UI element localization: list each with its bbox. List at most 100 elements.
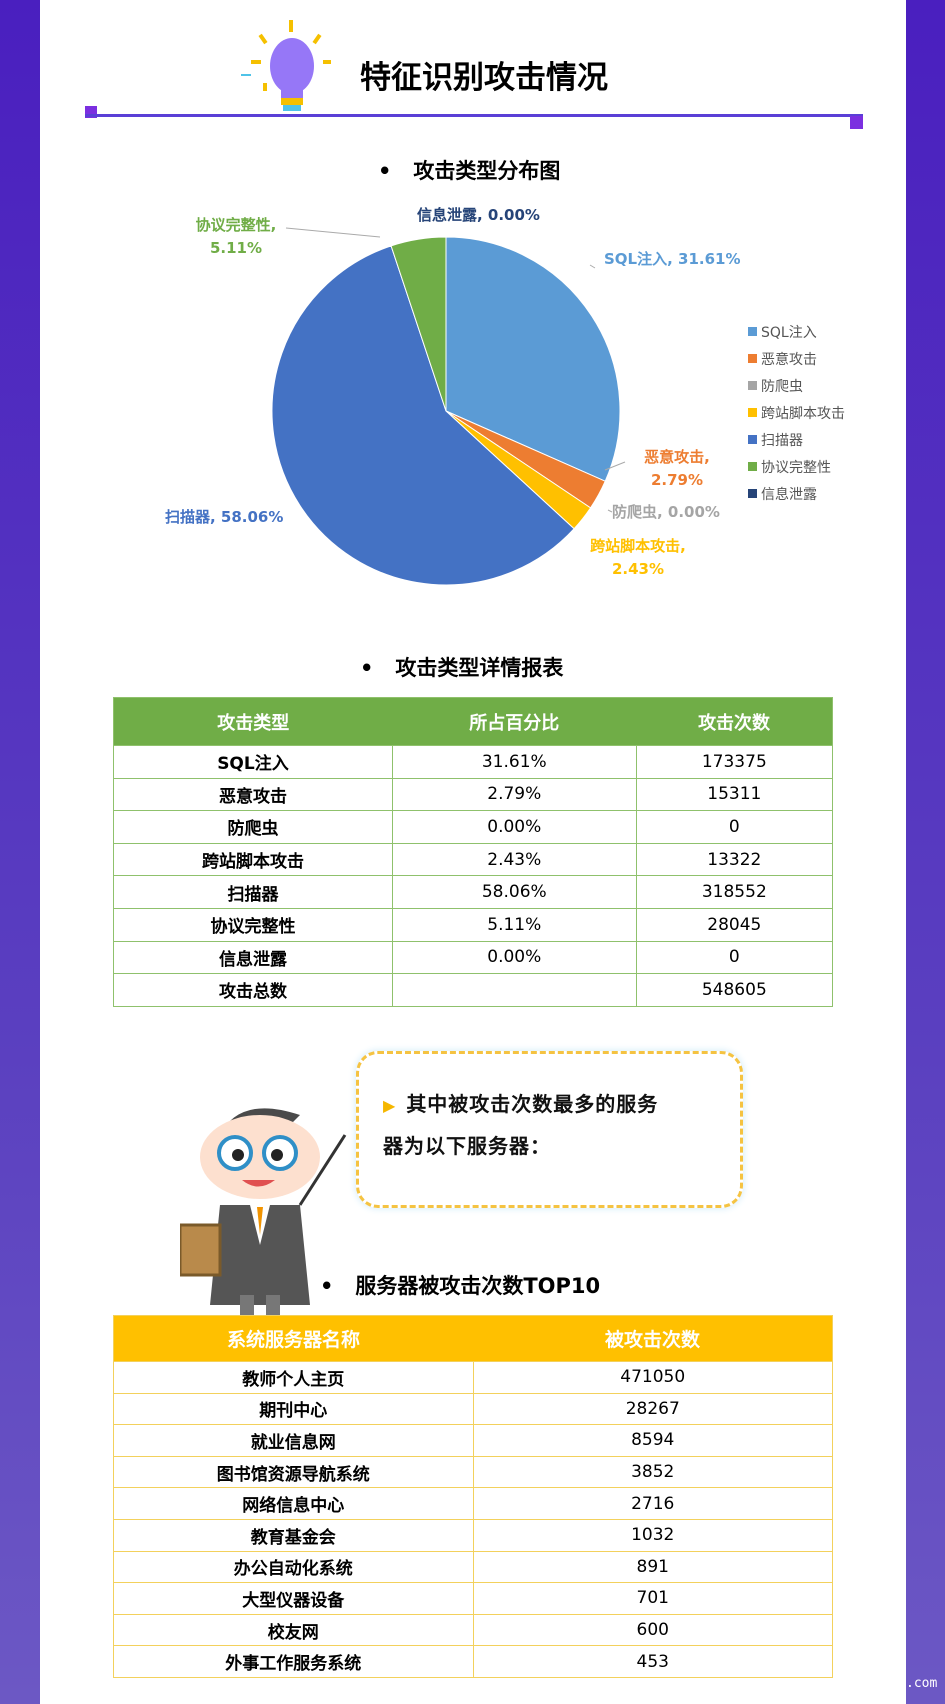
table-row: SQL注入 31.61% 173375 — [113, 745, 834, 779]
legend-label: 协议完整性 — [761, 459, 831, 476]
table-cell: 2.79% — [391, 777, 637, 812]
watermark: .com — [906, 1676, 938, 1691]
legend-swatch — [748, 327, 757, 336]
table-cell: 5.11% — [391, 907, 637, 942]
table-row: 攻击总数 548605 — [113, 973, 834, 1007]
table-cell: 外事工作服务系统 — [113, 1645, 474, 1678]
table-cell: 31.61% — [391, 745, 637, 779]
table-row: 防爬虫 0.00% 0 — [113, 810, 834, 844]
table-row: 图书馆资源导航系统 3852 — [113, 1455, 833, 1489]
pie-legend: SQL注入 恶意攻击 防爬虫 跨站脚本攻击 扫描器 协议完整性 信息泄露 — [748, 318, 845, 507]
table-row: 校友网 600 — [113, 1613, 833, 1647]
table-row: 就业信息网 8594 — [113, 1424, 833, 1457]
play-triangle-icon: ▶ — [383, 1096, 397, 1115]
legend-label: 跨站脚本攻击 — [761, 405, 845, 422]
table-cell: 教师个人主页 — [113, 1361, 474, 1394]
table-row: 期刊中心 28267 — [113, 1392, 833, 1426]
table1-title: • 攻击类型详情报表 — [360, 656, 564, 680]
page-title: 特征识别攻击情况 — [360, 60, 608, 96]
attack-type-table: 攻击类型 所占百分比 攻击次数 SQL注入 31.61% 173375 恶意攻击 2.79% 1… — [113, 697, 834, 1007]
table-cell: 173375 — [635, 745, 834, 779]
table-cell: 期刊中心 — [113, 1392, 474, 1426]
table-cell: 大型仪器设备 — [113, 1582, 474, 1615]
legend-swatch — [748, 381, 757, 390]
header-row: 系统服务器名称 被攻击次数 — [113, 1315, 833, 1362]
table-cell: 图书馆资源导航系统 — [113, 1455, 474, 1489]
table-cell: 891 — [472, 1550, 833, 1584]
pie-chart — [271, 227, 626, 586]
table-cell: 跨站脚本攻击 — [113, 842, 393, 877]
label-protocol: 协议完整性, 5.11% — [195, 216, 277, 257]
label-malicious: 恶意攻击, 2.79% — [644, 448, 710, 489]
leader-line — [607, 509, 613, 513]
column-header: 攻击次数 — [636, 697, 833, 746]
bubble-line2: 器为以下服务器： — [383, 1134, 551, 1158]
table-row: 扫描器 58.06% 318552 — [113, 875, 834, 909]
server-top10-table: 系统服务器名称 被攻击次数 教师个人主页 471050 期刊中心 28267 就业信息网 85… — [113, 1315, 833, 1678]
table-row: 办公自动化系统 891 — [113, 1550, 833, 1584]
bubble-line1: 其中被攻击次数最多的服务 — [406, 1092, 659, 1116]
table-row: 外事工作服务系统 453 — [113, 1645, 833, 1678]
table-row: 教师个人主页 471050 — [113, 1361, 833, 1394]
pie-slice-4 — [271, 245, 575, 586]
column-header: 被攻击次数 — [473, 1315, 833, 1362]
table-cell: 攻击总数 — [113, 973, 393, 1007]
table-cell — [391, 973, 637, 1007]
table-cell: 471050 — [472, 1361, 833, 1394]
table-cell: 协议完整性 — [113, 907, 393, 942]
table-cell: 扫描器 — [113, 875, 393, 909]
title-divider — [85, 114, 863, 117]
table-cell: 701 — [472, 1582, 833, 1615]
table-cell: 8594 — [472, 1424, 833, 1457]
table-cell: 0 — [635, 940, 834, 975]
pie-title-text: 攻击类型分布图 — [413, 159, 561, 183]
table-cell: 0.00% — [391, 940, 637, 975]
pie-slice-0 — [445, 236, 621, 482]
table-row: 恶意攻击 2.79% 15311 — [113, 777, 834, 812]
label-anticrawler: 防爬虫, 0.00% — [612, 503, 720, 521]
legend-swatch — [748, 354, 757, 363]
leader-line — [604, 461, 626, 471]
table-cell: 548605 — [635, 973, 834, 1007]
column-header: 攻击类型 — [113, 697, 393, 746]
column-header: 系统服务器名称 — [113, 1315, 473, 1362]
legend-label: SQL注入 — [761, 324, 817, 341]
table-cell: 453 — [472, 1645, 833, 1678]
label-infoleak: 信息泄露, 0.00% — [417, 206, 540, 224]
table-cell: 2.43% — [391, 842, 637, 877]
table-row: 大型仪器设备 701 — [113, 1582, 833, 1615]
pie-slice-5 — [390, 236, 447, 412]
table-cell: 58.06% — [391, 875, 637, 909]
legend-swatch — [748, 408, 757, 417]
legend-swatch — [748, 489, 757, 498]
leader-line — [285, 227, 381, 238]
legend-item: 扫描器 — [748, 426, 845, 453]
table-cell: 28045 — [635, 907, 834, 942]
table2-title: • 服务器被攻击次数TOP10 — [320, 1274, 601, 1298]
table2-title-text: 服务器被攻击次数TOP10 — [355, 1274, 601, 1298]
label-sql: SQL注入, 31.61% — [604, 250, 741, 268]
label-xss: 跨站脚本攻击, 2.43% — [590, 537, 686, 578]
legend-swatch — [748, 462, 757, 471]
legend-item: 防爬虫 — [748, 372, 845, 399]
table1-title-text: 攻击类型详情报表 — [395, 656, 564, 680]
legend-item: 跨站脚本攻击 — [748, 399, 845, 426]
legend-label: 防爬虫 — [761, 378, 803, 395]
table-cell: SQL注入 — [113, 745, 393, 779]
table-row: 跨站脚本攻击 2.43% 13322 — [113, 842, 834, 877]
legend-label: 恶意攻击 — [761, 351, 817, 368]
legend-item: SQL注入 — [748, 318, 845, 345]
speech-bubble: ▶ 其中被攻击次数最多的服务 器为以下服务器： — [356, 1051, 743, 1208]
table-cell: 就业信息网 — [113, 1424, 474, 1457]
table-cell: 0.00% — [391, 810, 637, 844]
table-cell: 318552 — [635, 875, 834, 909]
column-header: 所占百分比 — [392, 697, 637, 746]
table-row: 信息泄露 0.00% 0 — [113, 940, 834, 975]
table-cell: 28267 — [472, 1392, 833, 1426]
table-row: 协议完整性 5.11% 28045 — [113, 907, 834, 942]
table-cell: 网络信息中心 — [113, 1487, 474, 1520]
table-cell: 办公自动化系统 — [113, 1550, 474, 1584]
table-cell: 2716 — [472, 1487, 833, 1520]
table-cell: 恶意攻击 — [113, 777, 393, 812]
table-row: 教育基金会 1032 — [113, 1518, 833, 1552]
